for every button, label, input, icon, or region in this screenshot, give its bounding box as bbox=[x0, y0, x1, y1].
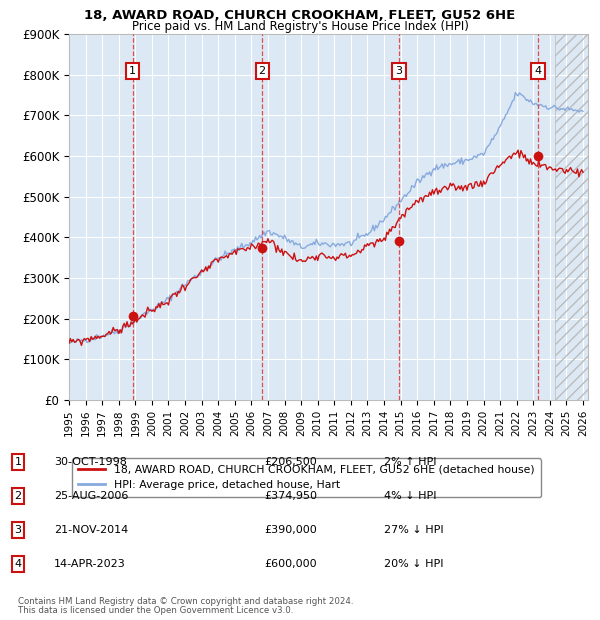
Text: Contains HM Land Registry data © Crown copyright and database right 2024.: Contains HM Land Registry data © Crown c… bbox=[18, 597, 353, 606]
Text: 18, AWARD ROAD, CHURCH CROOKHAM, FLEET, GU52 6HE: 18, AWARD ROAD, CHURCH CROOKHAM, FLEET, … bbox=[85, 9, 515, 22]
Text: 1: 1 bbox=[14, 457, 22, 467]
Text: 2: 2 bbox=[259, 66, 266, 76]
Text: 4: 4 bbox=[535, 66, 541, 76]
Text: Price paid vs. HM Land Registry's House Price Index (HPI): Price paid vs. HM Land Registry's House … bbox=[131, 20, 469, 33]
Text: 1: 1 bbox=[129, 66, 136, 76]
Text: 30-OCT-1998: 30-OCT-1998 bbox=[54, 457, 127, 467]
Text: 20% ↓ HPI: 20% ↓ HPI bbox=[384, 559, 443, 569]
Legend: 18, AWARD ROAD, CHURCH CROOKHAM, FLEET, GU52 6HE (detached house), HPI: Average : 18, AWARD ROAD, CHURCH CROOKHAM, FLEET, … bbox=[72, 458, 541, 497]
Text: £390,000: £390,000 bbox=[264, 525, 317, 535]
Text: 2: 2 bbox=[14, 491, 22, 501]
Text: 27% ↓ HPI: 27% ↓ HPI bbox=[384, 525, 443, 535]
Text: £600,000: £600,000 bbox=[264, 559, 317, 569]
Text: 21-NOV-2014: 21-NOV-2014 bbox=[54, 525, 128, 535]
Text: 4: 4 bbox=[14, 559, 22, 569]
Text: 3: 3 bbox=[395, 66, 403, 76]
Text: £206,500: £206,500 bbox=[264, 457, 317, 467]
Text: 4% ↓ HPI: 4% ↓ HPI bbox=[384, 491, 437, 501]
Text: 2% ↑ HPI: 2% ↑ HPI bbox=[384, 457, 437, 467]
Text: This data is licensed under the Open Government Licence v3.0.: This data is licensed under the Open Gov… bbox=[18, 606, 293, 615]
Text: £374,950: £374,950 bbox=[264, 491, 317, 501]
Text: 14-APR-2023: 14-APR-2023 bbox=[54, 559, 126, 569]
Text: 25-AUG-2006: 25-AUG-2006 bbox=[54, 491, 128, 501]
Text: 3: 3 bbox=[14, 525, 22, 535]
